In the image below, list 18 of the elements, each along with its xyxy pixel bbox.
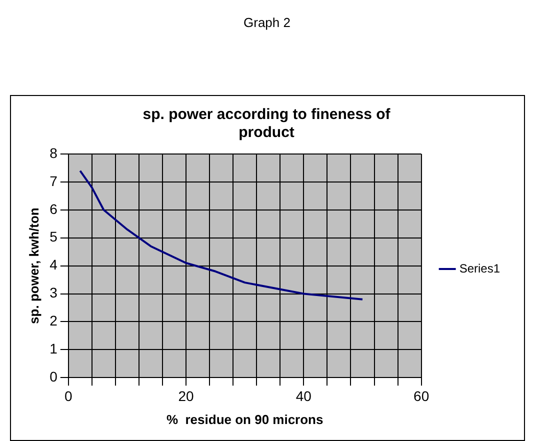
chart-title: sp. power according to fineness of product	[142, 106, 392, 142]
y-tick-label: 6	[50, 200, 58, 217]
x-tick-label: 0	[64, 388, 72, 404]
caption: Graph 2	[242, 15, 292, 30]
x-tick-label: 40	[296, 388, 312, 404]
y-tick-label: 3	[50, 284, 58, 301]
y-tick-label: 7	[50, 172, 58, 189]
y-axis-title: sp. power, kwh/ton	[26, 208, 42, 324]
y-tick-label: 5	[50, 228, 58, 245]
y-tick-label: 0	[50, 368, 58, 384]
x-axis-title: % residue on 90 microns	[166, 412, 324, 427]
y-tick-label: 8	[50, 144, 58, 161]
y-tick-label: 2	[50, 312, 58, 329]
y-tick-label: 4	[50, 256, 58, 273]
x-tick-label: 60	[414, 388, 430, 404]
x-tick-label: 20	[178, 388, 194, 404]
y-tick-label: 1	[50, 340, 58, 357]
legend-label: Series1	[459, 261, 500, 276]
